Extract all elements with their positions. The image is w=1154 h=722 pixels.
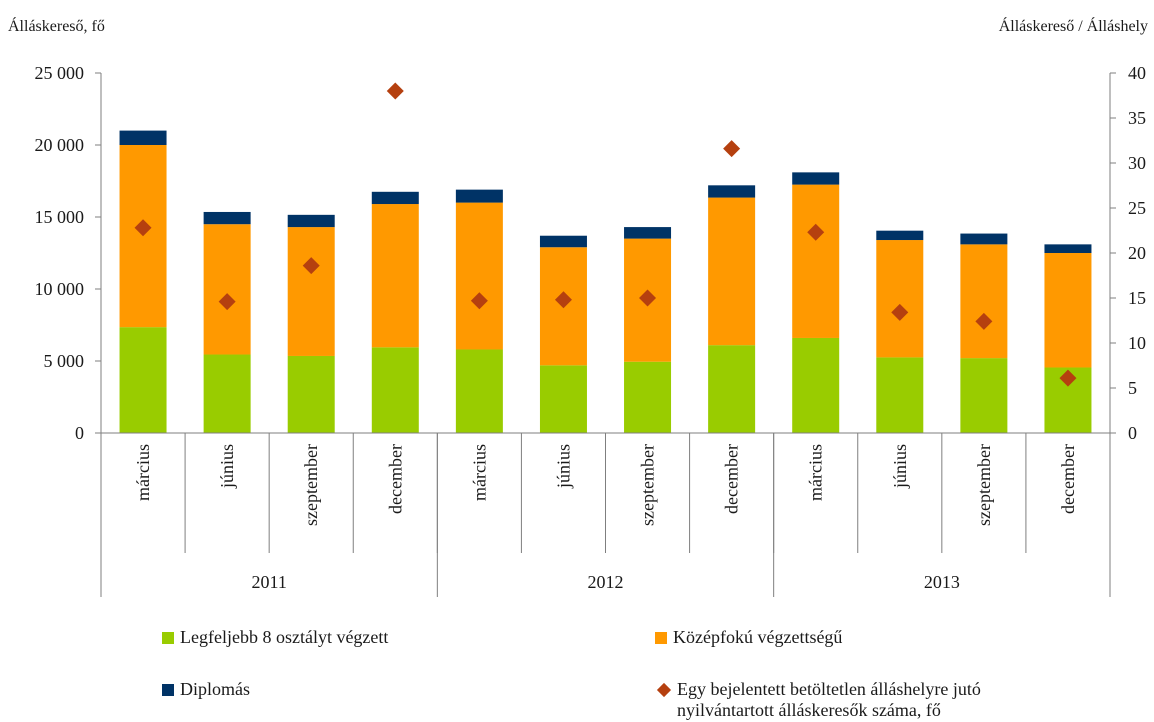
bar-segment-graduate <box>203 211 251 225</box>
category-label: szeptember <box>638 444 658 526</box>
ratio-marker <box>891 303 909 321</box>
legend-label-primary: Legfeljebb 8 osztályt végzett <box>180 627 389 647</box>
bar-segment-graduate <box>624 227 672 239</box>
legend-item-graduate: Diplomás <box>162 679 250 700</box>
group-label: 2012 <box>588 572 624 592</box>
bar-segment-graduate <box>876 230 924 241</box>
bar-segment-primary <box>624 361 672 433</box>
bar-segment-primary <box>287 355 335 433</box>
left-tick-label: 0 <box>75 423 84 443</box>
category-label: március <box>133 444 153 501</box>
ratio-marker <box>554 291 572 309</box>
legend-swatch-graduate <box>162 684 174 696</box>
left-axis-title: Álláskereső, fő <box>8 18 105 35</box>
right-tick-label: 25 <box>1128 198 1146 218</box>
left-tick-label: 5 000 <box>44 351 85 371</box>
legend-diamond-icon <box>656 682 672 698</box>
legend-item-secondary: Középfokú végzettségű <box>655 627 842 648</box>
ratio-marker <box>1059 369 1077 387</box>
ratio-marker <box>639 289 657 307</box>
bar-segment-secondary <box>792 184 840 338</box>
bar-segment-secondary <box>287 227 335 356</box>
bar-segment-secondary <box>876 240 924 358</box>
bar-segment-primary <box>539 365 587 433</box>
right-axis-title: Álláskereső / Álláshely <box>998 18 1148 35</box>
ratio-marker <box>302 257 320 275</box>
bar-segment-graduate <box>455 189 503 203</box>
right-tick-label: 0 <box>1128 423 1137 443</box>
group-label: 2013 <box>924 572 960 592</box>
left-tick-label: 20 000 <box>35 135 85 155</box>
right-tick-label: 10 <box>1128 333 1146 353</box>
ratio-marker <box>807 223 825 241</box>
bar-segment-graduate <box>119 130 167 145</box>
legend-item-ratio: Egy bejelentett betöltetlen álláshelyre … <box>655 679 1075 721</box>
bar-segment-primary <box>203 354 251 433</box>
bar-segment-graduate <box>371 191 419 205</box>
category-label: március <box>469 444 489 501</box>
legend-swatch-primary <box>162 632 174 644</box>
bar-segment-graduate <box>960 233 1008 245</box>
category-label: szeptember <box>301 444 321 526</box>
legend-label-graduate: Diplomás <box>180 679 250 699</box>
ratio-marker <box>470 292 488 310</box>
right-tick-label: 15 <box>1128 288 1146 308</box>
bar-segment-secondary <box>371 204 419 348</box>
ratio-marker <box>386 82 404 100</box>
legend-label-ratio: Egy bejelentett betöltetlen álláshelyre … <box>677 679 981 720</box>
bar-segment-secondary <box>203 224 251 355</box>
left-tick-label: 25 000 <box>35 63 85 83</box>
ratio-marker <box>723 140 741 158</box>
right-tick-label: 5 <box>1128 378 1137 398</box>
group-label: 2011 <box>251 572 286 592</box>
bar-segment-graduate <box>708 185 756 198</box>
bar-segment-primary <box>119 327 167 433</box>
bar-segment-primary <box>371 347 419 433</box>
legend-item-primary: Legfeljebb 8 osztályt végzett <box>162 627 388 648</box>
category-label: szeptember <box>974 444 994 526</box>
left-tick-label: 10 000 <box>35 279 85 299</box>
bar-segment-primary <box>455 349 503 433</box>
ratio-marker <box>134 219 152 237</box>
category-label: december <box>722 444 742 514</box>
bar-segment-secondary <box>1044 253 1092 368</box>
bar-segment-graduate <box>792 172 840 185</box>
bar-segment-graduate <box>539 235 587 248</box>
ratio-marker <box>975 312 993 330</box>
bar-segment-graduate <box>287 214 335 228</box>
bar-segment-primary <box>960 358 1008 433</box>
right-tick-label: 20 <box>1128 243 1146 263</box>
bar-segment-primary <box>876 357 924 433</box>
bar-segment-primary <box>792 337 840 433</box>
category-label: december <box>1058 444 1078 514</box>
bar-segment-graduate <box>1044 244 1092 253</box>
ratio-marker <box>218 293 236 311</box>
bar-segment-primary <box>708 345 756 433</box>
right-tick-label: 40 <box>1128 63 1146 83</box>
category-label: december <box>385 444 405 514</box>
category-label: március <box>806 444 826 501</box>
category-label: június <box>217 444 237 489</box>
right-tick-label: 35 <box>1128 108 1146 128</box>
bar-segment-secondary <box>455 202 503 350</box>
category-label: június <box>890 444 910 489</box>
bar-segment-secondary <box>960 244 1008 359</box>
legend-label-secondary: Középfokú végzettségű <box>673 627 843 647</box>
category-label: június <box>553 444 573 489</box>
right-tick-label: 30 <box>1128 153 1146 173</box>
bar-segment-secondary <box>708 197 756 346</box>
legend-swatch-secondary <box>655 632 667 644</box>
left-tick-label: 15 000 <box>35 207 85 227</box>
